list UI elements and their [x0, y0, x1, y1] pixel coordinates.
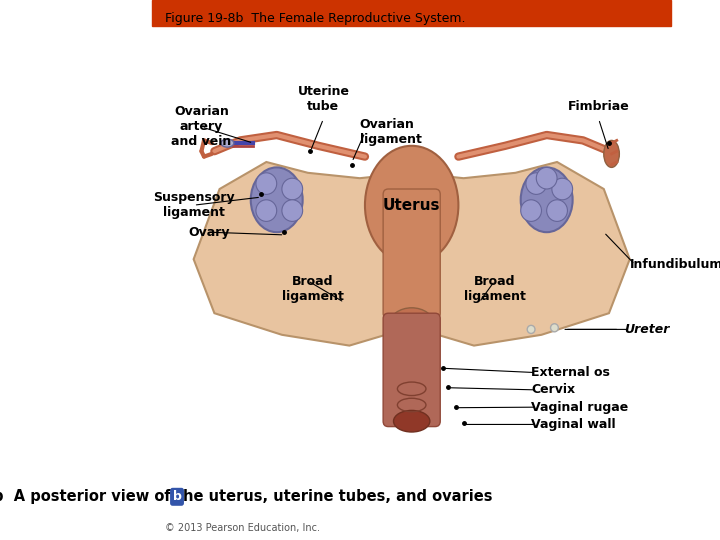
Ellipse shape — [527, 325, 535, 333]
Text: Figure 19-8b  The Female Reproductive System.: Figure 19-8b The Female Reproductive Sys… — [165, 12, 466, 25]
Ellipse shape — [526, 173, 546, 194]
Text: b  A posterior view of the uterus, uterine tubes, and ovaries: b A posterior view of the uterus, uterin… — [0, 489, 492, 504]
FancyBboxPatch shape — [383, 189, 440, 319]
Ellipse shape — [521, 200, 541, 221]
Ellipse shape — [221, 139, 234, 147]
Text: Ovarian
artery
and vein: Ovarian artery and vein — [171, 105, 232, 148]
Ellipse shape — [521, 167, 572, 232]
Text: Ovary: Ovary — [189, 226, 230, 239]
Text: Broad
ligament: Broad ligament — [282, 275, 344, 303]
FancyBboxPatch shape — [152, 0, 671, 26]
Ellipse shape — [256, 200, 276, 221]
Text: Uterine
tube: Uterine tube — [297, 85, 349, 113]
Ellipse shape — [546, 200, 567, 221]
Text: Ovarian
ligament: Ovarian ligament — [360, 118, 422, 146]
Text: Uterus: Uterus — [383, 198, 441, 213]
Ellipse shape — [394, 410, 430, 432]
PathPatch shape — [194, 162, 630, 346]
Text: Cervix: Cervix — [531, 383, 575, 396]
Text: Vaginal wall: Vaginal wall — [531, 418, 616, 431]
Ellipse shape — [256, 173, 276, 194]
Ellipse shape — [282, 200, 302, 221]
Ellipse shape — [536, 167, 557, 189]
Ellipse shape — [365, 146, 459, 265]
Text: b: b — [173, 490, 181, 503]
Text: Vaginal rugae: Vaginal rugae — [531, 401, 629, 414]
Ellipse shape — [251, 167, 302, 232]
Text: Infundibulum: Infundibulum — [630, 258, 720, 271]
Text: Fimbriae: Fimbriae — [567, 100, 629, 113]
Text: External os: External os — [531, 366, 610, 379]
Ellipse shape — [390, 308, 433, 340]
Ellipse shape — [552, 178, 572, 200]
Text: Broad
ligament: Broad ligament — [464, 275, 526, 303]
FancyBboxPatch shape — [383, 313, 440, 427]
Text: Ureter: Ureter — [624, 323, 670, 336]
Ellipse shape — [604, 140, 619, 167]
Ellipse shape — [551, 323, 558, 332]
Ellipse shape — [282, 178, 302, 200]
Text: Suspensory
ligament: Suspensory ligament — [153, 191, 235, 219]
Text: © 2013 Pearson Education, Inc.: © 2013 Pearson Education, Inc. — [165, 523, 320, 533]
